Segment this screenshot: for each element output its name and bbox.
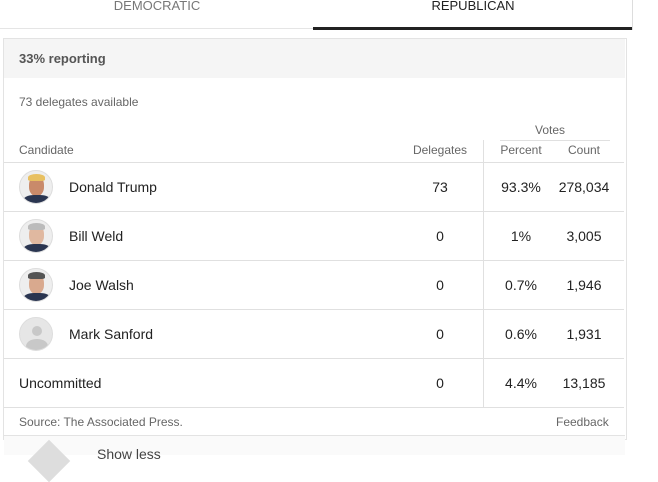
- delegates: 0: [436, 326, 444, 342]
- votes-header: Votes: [535, 123, 566, 137]
- delegates: 73: [432, 179, 448, 195]
- votes-divider: [500, 140, 610, 141]
- count: 1,931: [566, 326, 602, 342]
- delegates: 0: [436, 277, 444, 293]
- count: 13,185: [562, 375, 606, 391]
- tab-edge: [632, 0, 633, 30]
- candidate-name: Donald Trump: [69, 179, 157, 195]
- candidate-name: Bill Weld: [69, 228, 124, 244]
- tab-indicator: [313, 27, 632, 30]
- avatar: [19, 268, 53, 302]
- feedback[interactable]: Feedback: [556, 415, 609, 429]
- row-divider: [4, 358, 624, 359]
- page: DEMOCRATIC REPUBLICAN 33% reporting 73 d…: [0, 0, 633, 482]
- column-divider: [483, 140, 484, 407]
- row-divider: [4, 162, 624, 163]
- reporting: 33% reporting: [19, 51, 106, 66]
- reporting-band: [4, 39, 625, 78]
- count: 1,946: [566, 277, 602, 293]
- candidate-name: Joe Walsh: [69, 277, 134, 293]
- count: 3,005: [566, 228, 602, 244]
- row-divider: [4, 309, 624, 310]
- show-less[interactable]: Show less: [97, 446, 161, 462]
- candidate-name: Uncommitted: [19, 375, 102, 391]
- row-divider: [4, 260, 624, 261]
- percent: 93.3%: [501, 179, 541, 195]
- column-header: Delegates: [412, 143, 468, 157]
- count: 278,034: [558, 179, 610, 195]
- percent: 4.4%: [505, 375, 537, 391]
- delegates: 0: [436, 375, 444, 391]
- row-divider: [4, 407, 624, 408]
- source: Source: The Associated Press.: [19, 415, 183, 429]
- percent: 0.6%: [505, 326, 537, 342]
- tab-democratic[interactable]: DEMOCRATIC: [113, 0, 201, 13]
- avatar: [19, 317, 53, 351]
- show-less-band: [4, 435, 625, 455]
- column-header: Percent: [500, 143, 542, 157]
- delegates-available: 73 delegates available: [19, 95, 139, 109]
- column-header: Count: [567, 143, 601, 157]
- delegates: 0: [436, 228, 444, 244]
- avatar: [19, 170, 53, 204]
- row-divider: [4, 211, 624, 212]
- percent: 1%: [510, 228, 532, 244]
- percent: 0.7%: [505, 277, 537, 293]
- candidate-name: Mark Sanford: [69, 326, 154, 342]
- tab-republican[interactable]: REPUBLICAN: [431, 0, 515, 13]
- avatar: [19, 219, 53, 253]
- card: [3, 38, 627, 440]
- column-header: Candidate: [19, 143, 74, 157]
